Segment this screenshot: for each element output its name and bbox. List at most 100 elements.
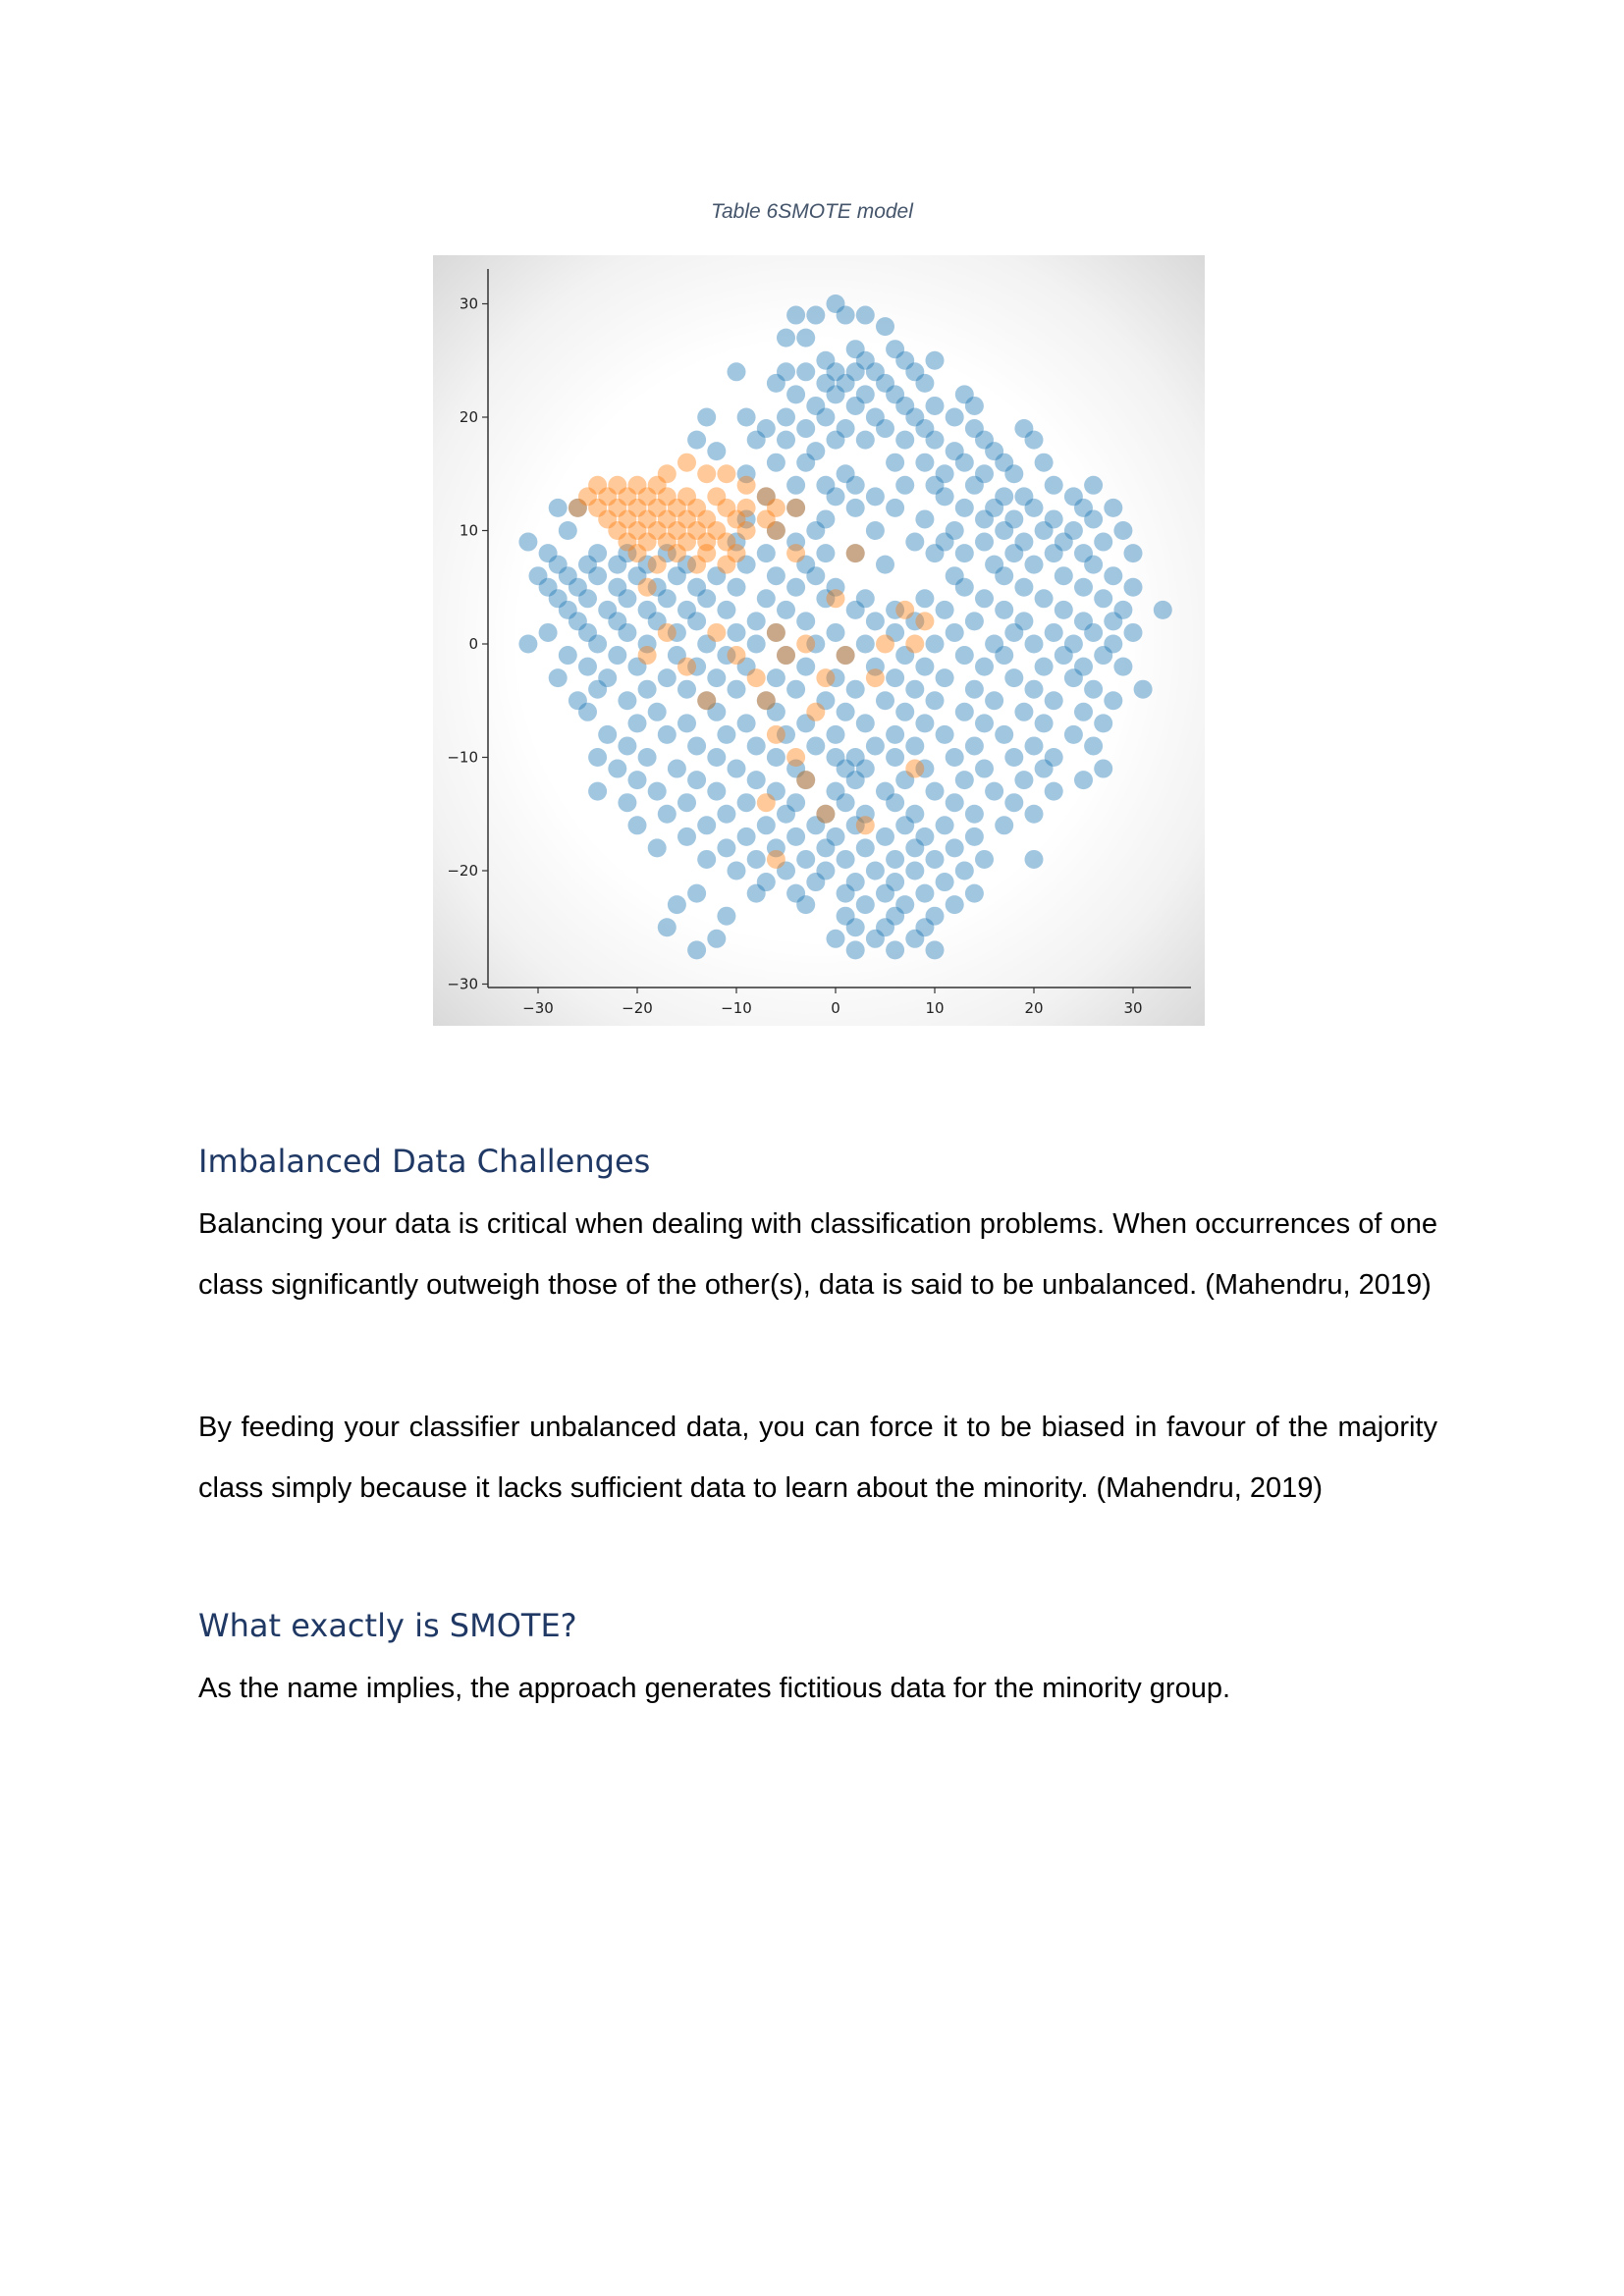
scatter-point xyxy=(1004,464,1024,484)
scatter-point xyxy=(905,679,925,699)
scatter-point xyxy=(915,509,935,529)
scatter-point xyxy=(727,646,746,666)
scatter-point xyxy=(865,657,885,676)
scatter-point xyxy=(1054,566,1073,586)
scatter-point xyxy=(667,759,686,778)
scatter-point xyxy=(746,634,766,654)
scatter-point xyxy=(985,498,1004,517)
y-tick-label: 20 xyxy=(460,408,478,426)
y-tick-label: 10 xyxy=(460,522,478,540)
scatter-point xyxy=(588,544,608,563)
scatter-point xyxy=(905,532,925,552)
scatter-point xyxy=(766,849,785,869)
scatter-point xyxy=(588,634,608,654)
scatter-point xyxy=(895,350,915,370)
scatter-point xyxy=(876,918,894,937)
scatter-point xyxy=(647,555,667,574)
x-tick-label: −10 xyxy=(721,999,752,1017)
scatter-point xyxy=(806,634,826,654)
scatter-point xyxy=(608,646,627,666)
points-layer xyxy=(518,294,1172,960)
scatter-point xyxy=(905,759,925,778)
scatter-point xyxy=(1153,600,1172,619)
scatter-point xyxy=(865,929,885,948)
scatter-point xyxy=(876,634,894,654)
scatter-point xyxy=(637,634,657,654)
scatter-point xyxy=(707,748,727,767)
scatter-point xyxy=(756,509,776,529)
scatter-point xyxy=(777,407,795,427)
scatter-point xyxy=(826,724,845,744)
scatter-point xyxy=(1123,577,1143,597)
scatter-point xyxy=(985,781,1004,801)
scatter-point xyxy=(925,396,945,415)
scatter-point xyxy=(717,906,736,926)
scatter-point xyxy=(806,816,826,835)
scatter-point xyxy=(707,521,727,540)
scatter-point xyxy=(657,509,677,529)
scatter-point xyxy=(886,873,905,892)
axes-layer: −30 −20 −10 0 10 20 30 −30 −20 −10 0 10 20 30 xyxy=(447,269,1191,1017)
scatter-point xyxy=(806,736,826,756)
scatter-point xyxy=(637,555,657,574)
scatter-point xyxy=(935,464,954,484)
scatter-point xyxy=(945,748,964,767)
scatter-point xyxy=(627,714,647,733)
y-tick-label: 0 xyxy=(468,635,478,653)
scatter-point xyxy=(697,544,717,563)
scatter-point xyxy=(717,498,736,517)
scatter-point xyxy=(736,498,756,517)
scatter-point xyxy=(568,691,587,711)
scatter-point xyxy=(786,577,806,597)
scatter-point xyxy=(865,407,885,427)
scatter-point xyxy=(657,589,677,609)
scatter-point xyxy=(865,362,885,382)
scatter-point xyxy=(806,566,826,586)
scatter-point xyxy=(777,724,795,744)
scatter-point xyxy=(697,589,717,609)
scatter-point xyxy=(777,600,795,619)
scatter-point xyxy=(786,385,806,404)
scatter-point xyxy=(548,555,568,574)
scatter-point xyxy=(995,521,1014,540)
scatter-point xyxy=(647,498,667,517)
scatter-point xyxy=(618,544,637,563)
scatter-point xyxy=(796,714,816,733)
scatter-point xyxy=(627,566,647,586)
scatter-point xyxy=(1084,736,1104,756)
scatter-point xyxy=(855,838,875,858)
scatter-point xyxy=(677,487,696,507)
scatter-point xyxy=(855,804,875,824)
scatter-point xyxy=(618,736,637,756)
scatter-point xyxy=(766,521,785,540)
scatter-point xyxy=(736,464,756,484)
scatter-point xyxy=(766,668,785,688)
scatter-point xyxy=(558,600,577,619)
scatter-point xyxy=(647,838,667,858)
scatter-point xyxy=(816,861,836,881)
scatter-point xyxy=(727,679,746,699)
scatter-point xyxy=(727,509,746,529)
scatter-point xyxy=(618,532,637,552)
scatter-point xyxy=(777,646,795,666)
scatter-point xyxy=(975,532,994,552)
x-tick-label: −30 xyxy=(522,999,554,1017)
scatter-point xyxy=(975,430,994,450)
scatter-point xyxy=(925,940,945,960)
scatter-point xyxy=(746,736,766,756)
scatter-point xyxy=(687,577,707,597)
scatter-point xyxy=(717,600,736,619)
scatter-point xyxy=(1123,622,1143,642)
scatter-point xyxy=(677,509,696,529)
scatter-point xyxy=(836,702,855,721)
scatter-point xyxy=(945,793,964,813)
scatter-point xyxy=(777,328,795,347)
scatter-point xyxy=(886,940,905,960)
scatter-point xyxy=(1034,453,1054,472)
scatter-point xyxy=(925,906,945,926)
scatter-point xyxy=(647,781,667,801)
scatter-figure: −30 −20 −10 0 10 20 30 −30 −20 −10 0 10 20 30 xyxy=(433,255,1205,1026)
scatter-point xyxy=(697,532,717,552)
scatter-point xyxy=(796,453,816,472)
scatter-point xyxy=(1004,793,1024,813)
